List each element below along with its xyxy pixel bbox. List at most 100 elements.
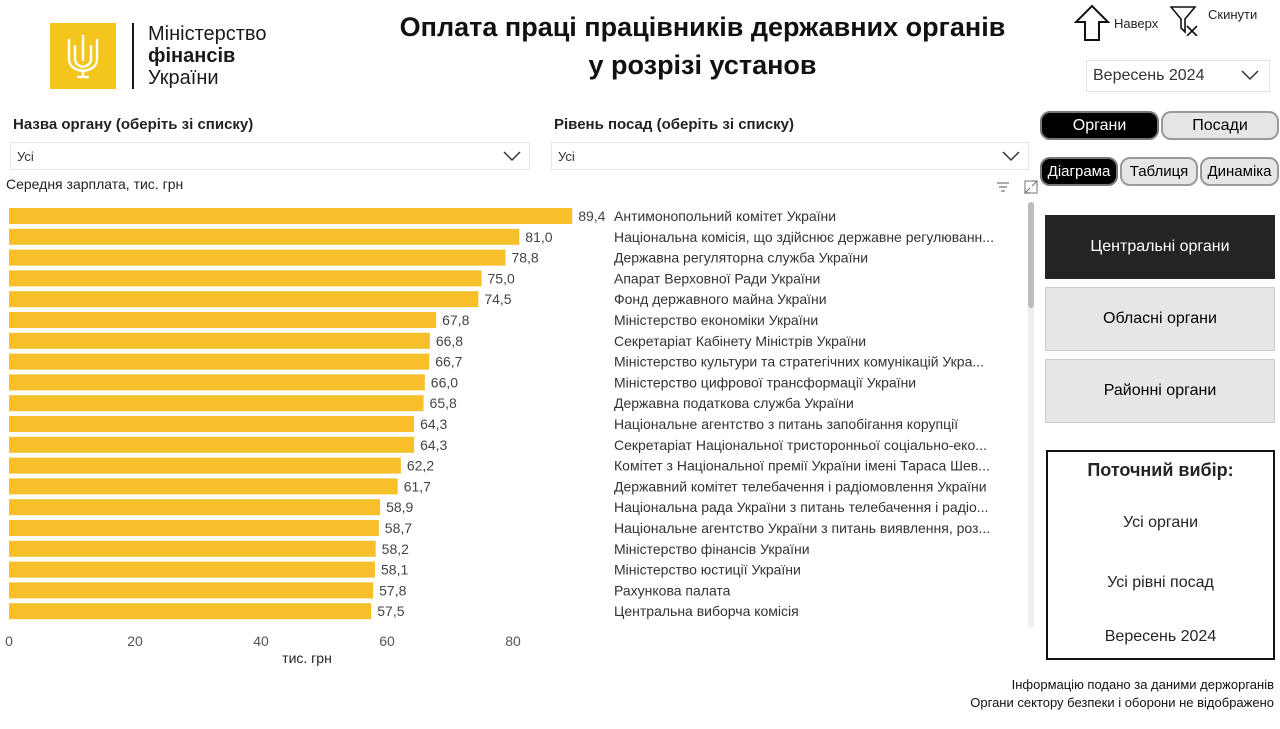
category-label: Національна комісія, що здійснює державн… — [614, 229, 994, 245]
bar[interactable] — [9, 332, 430, 349]
period-value: Вересень 2024 — [1093, 67, 1205, 84]
footnote-exclusion: Органи сектору безпеки і оборони не відо… — [970, 695, 1274, 710]
filter-icon[interactable] — [996, 180, 1010, 194]
bar[interactable] — [9, 312, 437, 328]
bar[interactable] — [9, 291, 479, 308]
chart-title: Середня зарплата, тис. грн — [6, 176, 184, 192]
category-label: Державна податкова служба України — [614, 395, 854, 411]
central-organs-button[interactable]: Центральні органи — [1045, 215, 1275, 279]
data-label: 58,7 — [385, 520, 412, 536]
data-label: 66,8 — [436, 333, 463, 349]
data-label: 66,0 — [431, 374, 458, 390]
filter-clear-icon — [1170, 6, 1198, 36]
org-filter-value: Усі — [17, 148, 34, 164]
dynamics-mode-button[interactable]: Динаміка — [1200, 157, 1279, 186]
bar[interactable] — [9, 478, 398, 495]
category-label: Національне агентство України з питань в… — [614, 520, 990, 536]
category-label: Рахункова палата — [614, 582, 731, 598]
data-label: 74,5 — [484, 291, 511, 307]
bar[interactable] — [9, 457, 401, 474]
current-selection-org: Усі органи — [1122, 514, 1199, 531]
bar[interactable] — [9, 520, 379, 536]
bar[interactable] — [9, 395, 424, 412]
bar[interactable] — [9, 436, 415, 453]
organs-toggle-button[interactable]: Органи — [1040, 111, 1159, 140]
reset-filters-button[interactable]: Скинути — [1170, 4, 1257, 36]
data-label: 66,7 — [435, 354, 462, 370]
x-axis-label: тис. грн — [282, 650, 332, 666]
bar[interactable] — [9, 249, 506, 266]
category-label: Міністерство економіки України — [614, 312, 818, 328]
district-organs-button[interactable]: Районні органи — [1045, 359, 1275, 423]
org-filter-dropdown[interactable]: Усі — [10, 142, 530, 170]
data-label: 58,9 — [386, 499, 413, 515]
bar[interactable] — [9, 582, 374, 599]
bar[interactable] — [9, 603, 372, 620]
current-selection-level: Усі рівні посад — [1107, 574, 1214, 591]
chevron-down-icon — [1241, 70, 1259, 81]
page-title-line-1: Оплата праці працівників державних орган… — [399, 12, 1006, 42]
data-label: 62,2 — [407, 458, 434, 474]
data-label: 89,4 — [578, 208, 605, 224]
logo-line-1: Міністерство — [148, 23, 267, 45]
data-label: 57,5 — [377, 603, 404, 619]
level-filter-value: Усі — [558, 148, 575, 164]
category-label: Антимонопольний комітет України — [614, 208, 836, 224]
bar[interactable] — [9, 208, 573, 224]
category-label: Національне агентство з питань запобіган… — [614, 416, 958, 432]
table-mode-label: Таблиця — [1129, 163, 1189, 180]
chart-scrollbar[interactable] — [1028, 202, 1034, 628]
category-label: Секретаріат Кабінету Міністрів України — [614, 333, 866, 349]
category-label: Міністерство культури та стратегічних ко… — [614, 354, 984, 370]
bar[interactable] — [9, 561, 376, 578]
category-label: Комітет з Національної премії України ім… — [614, 458, 990, 474]
positions-toggle-button[interactable]: Посади — [1161, 111, 1279, 140]
logo-text: Міністерство фінансів України — [148, 23, 266, 89]
chart-toolbar — [996, 180, 1038, 194]
bar[interactable] — [9, 499, 381, 516]
chart-scrollbar-thumb[interactable] — [1028, 202, 1034, 308]
data-label: 58,1 — [381, 562, 408, 578]
category-label: Апарат Верховної Ради України — [614, 270, 820, 286]
table-mode-button[interactable]: Таблиця — [1120, 157, 1198, 186]
scroll-top-label: Наверх — [1114, 15, 1159, 31]
bar[interactable] — [9, 270, 482, 287]
data-label: 65,8 — [430, 395, 457, 411]
district-organs-label: Районні органи — [1103, 382, 1217, 399]
category-label: Фонд державного майна України — [614, 291, 827, 307]
data-label: 64,3 — [420, 437, 447, 453]
org-filter-label: Назва органу (оберіть зі списку) — [13, 116, 254, 133]
chart-mode-button[interactable]: Діаграма — [1040, 157, 1118, 186]
salary-bar-chart: 89,4 Антимонопольний комітет України 81,0 Н… — [5, 208, 994, 666]
period-dropdown[interactable]: Вересень 2024 — [1086, 60, 1270, 92]
expand-icon[interactable] — [1024, 180, 1038, 194]
logo-line-2: фінансів — [148, 45, 236, 67]
x-tick-label: 0 — [5, 633, 13, 649]
bar[interactable] — [9, 416, 415, 432]
regional-organs-button[interactable]: Обласні органи — [1045, 287, 1275, 351]
trident-icon — [50, 23, 116, 89]
data-label: 75,0 — [488, 270, 515, 286]
data-label: 78,8 — [511, 250, 538, 266]
regional-organs-label: Обласні органи — [1103, 310, 1217, 327]
chevron-down-icon — [1002, 151, 1020, 162]
bar[interactable] — [9, 228, 520, 245]
scroll-top-button[interactable]: Наверх — [1074, 4, 1158, 42]
category-label: Міністерство фінансів України — [614, 541, 810, 557]
category-label: Національна рада України з питань телеба… — [614, 499, 988, 515]
logo-line-3: України — [148, 67, 219, 89]
data-label: 57,8 — [379, 582, 406, 598]
category-label: Міністерство цифрової трансформації Укра… — [614, 374, 916, 390]
category-label: Секретаріат Національної тристоронньої с… — [614, 437, 987, 453]
level-filter-label: Рівень посад (оберіть зі списку) — [554, 116, 794, 133]
category-label: Державна регуляторна служба України — [614, 250, 868, 266]
bar[interactable] — [9, 374, 425, 391]
dynamics-mode-label: Динаміка — [1207, 163, 1272, 180]
category-label: Міністерство юстиції України — [614, 562, 801, 578]
bar[interactable] — [9, 540, 376, 557]
bar[interactable] — [9, 353, 430, 370]
category-label: Державний комітет телебачення і радіомов… — [614, 478, 987, 494]
current-selection-panel: Поточний вибір: Усі органи Усі рівні пос… — [1046, 450, 1275, 660]
level-filter-dropdown[interactable]: Усі — [551, 142, 1029, 170]
data-label: 67,8 — [442, 312, 469, 328]
